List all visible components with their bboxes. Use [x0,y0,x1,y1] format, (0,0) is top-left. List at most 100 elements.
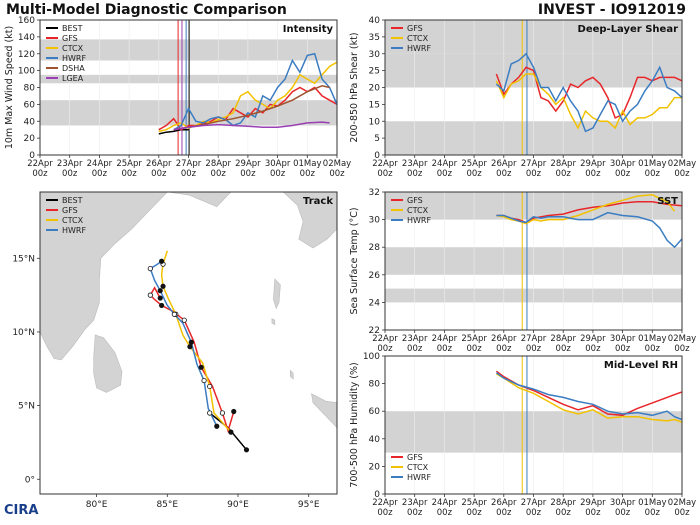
x-tick-label: 27Apr [521,498,547,508]
x-tick-sublabel: 00z [615,344,631,354]
legend-label-best: BEST [62,196,83,205]
x-tick-label: 30Apr [610,334,636,344]
x-tick-label: 02May [668,159,696,169]
x-tick-sublabel: 00z [615,169,631,179]
series-line-best [158,128,189,135]
x-tick-sublabel: 00z [526,344,542,354]
y-tick-label: 22 [369,326,380,336]
x-tick-label: 02May [323,159,351,169]
series-line-hwrf [495,371,682,421]
x-tick-sublabel: 00z [407,169,423,179]
legend-label-ctcx: CTCX [62,44,84,53]
x-tick-label: 27Apr [521,334,547,344]
legend-label-hwrf: HWRF [62,226,86,235]
y-tick-label: 10 [369,117,381,127]
y-tick-label: 0° [25,475,35,485]
x-tick-sublabel: 00z [615,508,631,518]
x-tick-sublabel: 00z [181,169,197,179]
x-tick-sublabel: 00z [466,508,482,518]
track-marker-ctcx [228,429,234,435]
x-tick-sublabel: 00z [496,344,512,354]
track-marker-hwrf [214,423,220,429]
x-tick-sublabel: 00z [645,508,661,518]
x-tick-label: 23Apr [402,159,428,169]
x-tick-sublabel: 00z [32,169,48,179]
land-india [40,192,232,361]
legend-label-gfs: GFS [407,24,423,33]
x-tick-label: 22Apr [372,334,398,344]
series-line-lgea [173,121,330,131]
track-marker-gfs [159,302,165,309]
y-axis-label: 10m Max Wind Speed (kt) [4,26,15,149]
x-tick-label: 28Apr [550,159,576,169]
series-line-ctcx [158,61,337,133]
chart-sst: 22242628303222Apr00z23Apr00z24Apr00z25Ap… [349,188,696,354]
y-axis-label: 200-850 hPa Shear (kt) [349,32,360,142]
y-tick-label: 40 [24,117,36,127]
x-tick-label: 28Apr [550,498,576,508]
series-line-gfs [495,66,682,119]
x-tick-sublabel: 00z [556,344,572,354]
x-tick-label: 01May [638,334,666,344]
y-tick-label: 0 [374,490,380,500]
chart-shear: 051015202530354022Apr00z23Apr00z24Apr00z… [349,16,696,179]
y-tick-label: 80 [24,84,36,94]
x-tick-label: 90°E [227,500,249,510]
chart-intensity: 02040608010012014016022Apr00z23Apr00z24A… [4,16,351,179]
x-tick-label: 25Apr [461,498,487,508]
x-tick-label: 01May [638,498,666,508]
x-tick-sublabel: 00z [377,344,393,354]
series-line-ctcx [496,373,682,423]
x-tick-label: 27Apr [521,159,547,169]
x-tick-label: 25Apr [116,159,142,169]
x-tick-sublabel: 00z [211,169,227,179]
x-tick-sublabel: 00z [556,169,572,179]
y-axis-label: 700-500 hPa Humidity (%) [349,362,360,487]
x-tick-label: 22Apr [372,498,398,508]
x-tick-label: 26Apr [491,498,517,508]
x-tick-label: 22Apr [27,159,53,169]
track-marker-hwrf [159,258,165,264]
x-tick-sublabel: 00z [585,344,601,354]
x-tick-label: 25Apr [461,159,487,169]
x-tick-label: 29Apr [580,159,606,169]
x-tick-sublabel: 00z [240,169,256,179]
legend-label-hwrf: HWRF [62,54,86,63]
plot-border [39,19,338,156]
x-tick-sublabel: 00z [151,169,167,179]
x-tick-label: 24Apr [87,159,113,169]
x-tick-label: 28Apr [550,334,576,344]
x-tick-sublabel: 00z [437,508,453,518]
track-line-ctcx [160,250,232,433]
x-tick-label: 23Apr [402,498,428,508]
y-tick-label: 100 [18,67,35,77]
x-tick-sublabel: 00z [674,508,690,518]
y-tick-label: 0 [374,151,380,161]
chart-title: Deep-Layer Shear [578,24,679,35]
y-tick-label: 35 [369,33,380,43]
y-tick-label: 120 [18,50,35,60]
y-tick-label: 140 [18,33,35,43]
x-tick-sublabel: 00z [674,169,690,179]
y-axis-label: Sea Surface Temp (°C) [349,207,360,314]
x-tick-label: 25Apr [461,334,487,344]
track-marker-ctcx [187,344,193,350]
x-tick-label: 26Apr [491,334,517,344]
x-tick-sublabel: 00z [407,508,423,518]
y-tick-label: 26 [369,271,381,281]
x-tick-sublabel: 00z [496,508,512,518]
y-tick-label: 80 [369,380,381,390]
land-andaman [273,278,281,310]
legend-label-gfs: GFS [62,34,78,43]
x-tick-label: 23Apr [402,334,428,344]
x-tick-label: 29Apr [580,498,606,508]
series-line-ctcx [495,73,682,130]
x-tick-label: 23Apr [57,159,83,169]
track-marker-gfs [157,295,163,301]
chart-title: SST [657,196,678,207]
y-tick-label: 0 [29,151,35,161]
track-marker-hwrf [147,266,153,272]
legend-label-lgea: LGEA [62,74,84,83]
y-tick-label: 60 [369,407,381,417]
track-marker-hwrf [188,339,194,345]
